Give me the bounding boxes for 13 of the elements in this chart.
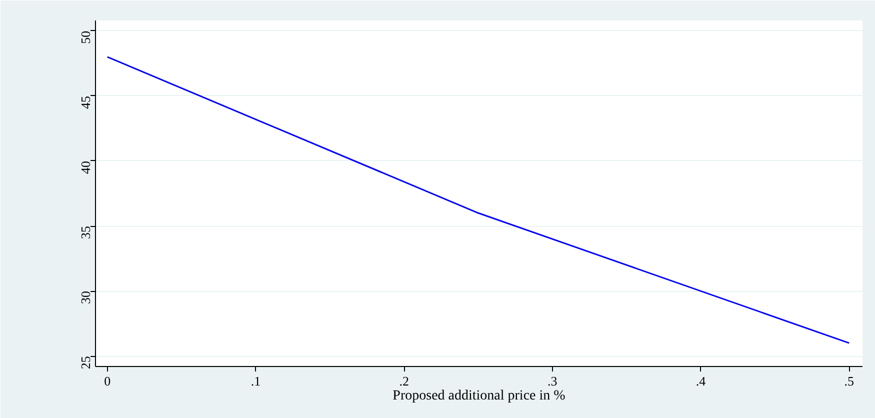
x-axis-title: Proposed additional price in % [392,388,566,404]
y-tick-label: 50 [78,30,93,44]
y-tick-label: 35 [78,226,93,240]
y-tick-label: 45 [78,96,93,109]
x-tick-label: .1 [250,374,261,388]
x-tick-label: .2 [399,374,409,388]
x-tick-label: .5 [844,374,854,388]
y-tick-label: 25 [78,356,93,370]
x-tick-label: .4 [696,374,706,388]
y-tick-label: 40 [78,160,93,174]
x-tick-label: 0 [104,374,111,388]
x-tick-label: .3 [548,374,558,388]
y-tick-label: 30 [78,291,93,304]
